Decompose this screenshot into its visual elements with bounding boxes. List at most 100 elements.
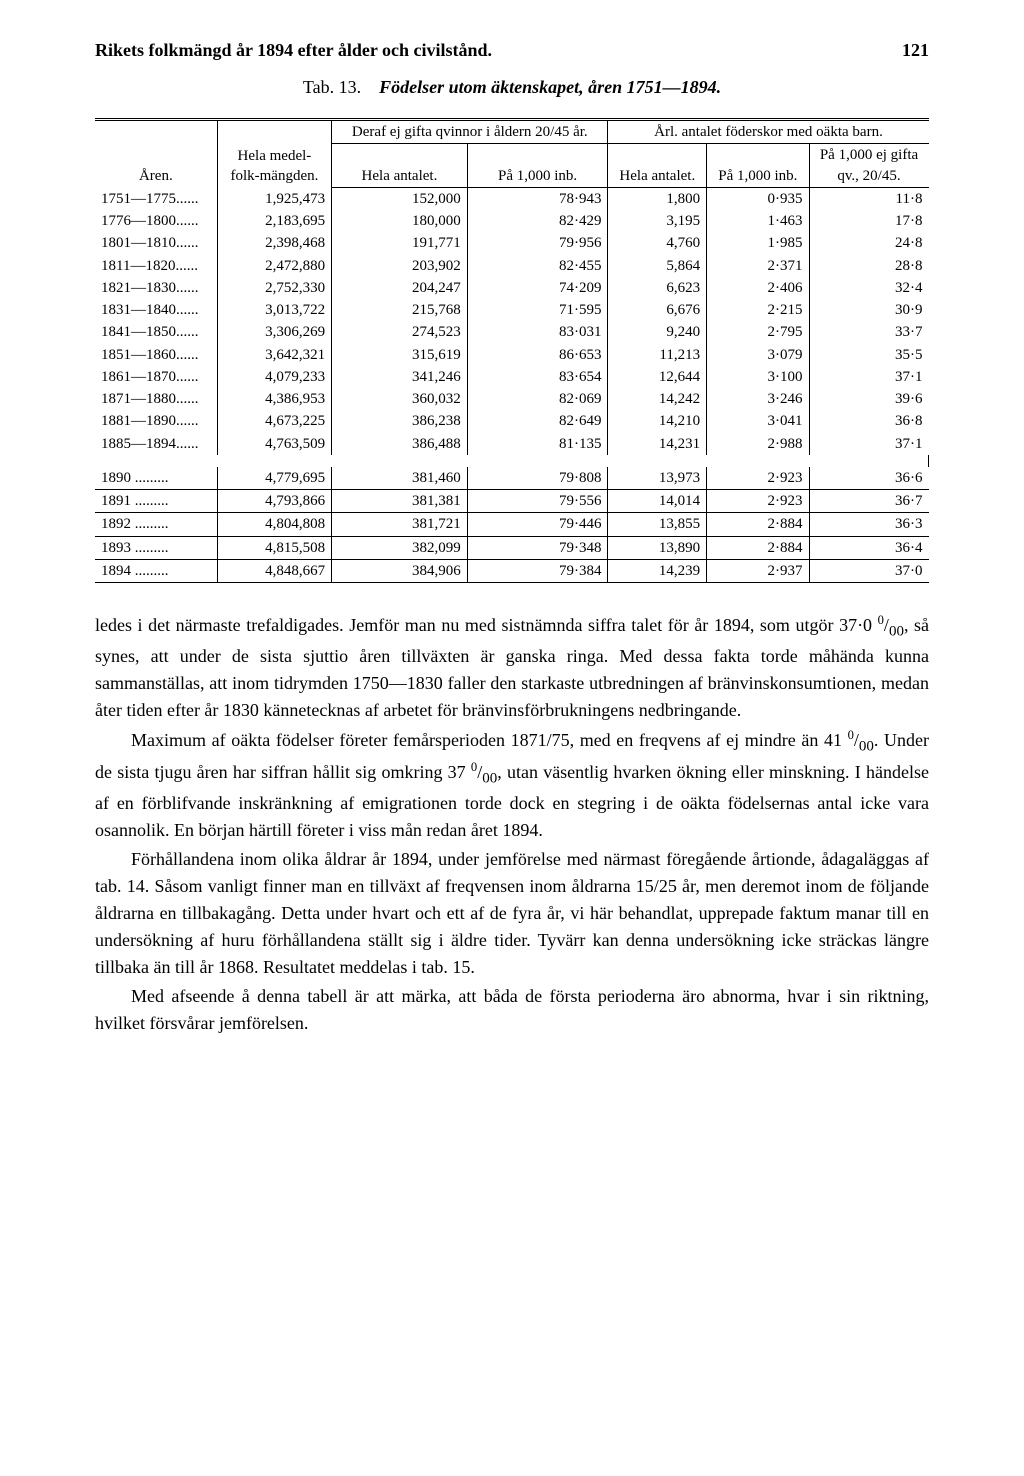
cell-a_pq: 37·1 bbox=[809, 366, 928, 388]
cell-a_pq: 37·0 bbox=[809, 559, 928, 582]
cell-a_ant: 14,231 bbox=[608, 433, 707, 455]
cell-d_p: 86·653 bbox=[467, 344, 608, 366]
cell-a_p: 3·100 bbox=[707, 366, 809, 388]
cell-a_ant: 9,240 bbox=[608, 321, 707, 343]
cell-a_pq: 36·7 bbox=[809, 490, 928, 513]
cell-pop: 4,848,667 bbox=[217, 559, 331, 582]
table-row: 1811—1820......2,472,880203,90282·4555,8… bbox=[95, 255, 929, 277]
col-deraf-group: Deraf ej gifta qvinnor i åldern 20/45 år… bbox=[332, 120, 608, 144]
cell-period: 1831—1840...... bbox=[95, 299, 217, 321]
col-aren: Åren. bbox=[95, 120, 217, 188]
col-arl-p1000: På 1,000 inb. bbox=[707, 144, 809, 188]
table-row: 1885—1894......4,763,509386,48881·13514,… bbox=[95, 433, 929, 455]
cell-a_pq: 36·4 bbox=[809, 536, 928, 559]
cell-period: 1811—1820...... bbox=[95, 255, 217, 277]
cell-a_pq: 36·3 bbox=[809, 513, 928, 536]
cell-pop: 2,398,468 bbox=[217, 232, 331, 254]
cell-a_pq: 37·1 bbox=[809, 433, 928, 455]
cell-d_ant: 191,771 bbox=[332, 232, 468, 254]
cell-pop: 2,752,330 bbox=[217, 277, 331, 299]
cell-a_p: 3·079 bbox=[707, 344, 809, 366]
table-title: Födelser utom äktenskapet, åren 1751—189… bbox=[379, 77, 721, 97]
cell-a_p: 3·041 bbox=[707, 410, 809, 432]
table-row: 1871—1880......4,386,953360,03282·06914,… bbox=[95, 388, 929, 410]
cell-pop: 4,673,225 bbox=[217, 410, 331, 432]
cell-d_ant: 384,906 bbox=[332, 559, 468, 582]
cell-pop: 2,472,880 bbox=[217, 255, 331, 277]
cell-period: 1890 ......... bbox=[95, 467, 217, 490]
cell-d_p: 79·348 bbox=[467, 536, 608, 559]
table-row: 1891 .........4,793,866381,38179·55614,0… bbox=[95, 490, 929, 513]
cell-a_ant: 6,676 bbox=[608, 299, 707, 321]
col-arl-hela: Hela antalet. bbox=[608, 144, 707, 188]
cell-a_ant: 6,623 bbox=[608, 277, 707, 299]
cell-period: 1885—1894...... bbox=[95, 433, 217, 455]
table-number: Tab. 13. bbox=[303, 77, 361, 97]
cell-period: 1861—1870...... bbox=[95, 366, 217, 388]
cell-pop: 4,386,953 bbox=[217, 388, 331, 410]
table-row: 1890 .........4,779,695381,46079·80813,9… bbox=[95, 467, 929, 490]
running-header: Rikets folkmängd år 1894 efter ålder och… bbox=[95, 40, 929, 61]
cell-a_p: 2·923 bbox=[707, 467, 809, 490]
cell-a_pq: 39·6 bbox=[809, 388, 928, 410]
cell-d_ant: 382,099 bbox=[332, 536, 468, 559]
cell-pop: 4,815,508 bbox=[217, 536, 331, 559]
cell-a_ant: 5,864 bbox=[608, 255, 707, 277]
cell-d_p: 83·031 bbox=[467, 321, 608, 343]
cell-pop: 2,183,695 bbox=[217, 210, 331, 232]
cell-d_p: 82·649 bbox=[467, 410, 608, 432]
table-row: 1841—1850......3,306,269274,52383·0319,2… bbox=[95, 321, 929, 343]
cell-d_p: 82·429 bbox=[467, 210, 608, 232]
cell-d_p: 82·455 bbox=[467, 255, 608, 277]
table-row: 1861—1870......4,079,233341,24683·65412,… bbox=[95, 366, 929, 388]
col-deraf-hela: Hela antalet. bbox=[332, 144, 468, 188]
cell-pop: 3,642,321 bbox=[217, 344, 331, 366]
cell-a_pq: 11·8 bbox=[809, 187, 928, 210]
cell-a_p: 2·988 bbox=[707, 433, 809, 455]
cell-period: 1821—1830...... bbox=[95, 277, 217, 299]
body-text: ledes i det närmaste trefaldigades. Jemf… bbox=[95, 611, 929, 1037]
cell-a_ant: 14,014 bbox=[608, 490, 707, 513]
cell-d_p: 78·943 bbox=[467, 187, 608, 210]
table-row: 1851—1860......3,642,321315,61986·65311,… bbox=[95, 344, 929, 366]
cell-a_p: 2·406 bbox=[707, 277, 809, 299]
cell-d_ant: 274,523 bbox=[332, 321, 468, 343]
cell-a_pq: 17·8 bbox=[809, 210, 928, 232]
cell-d_ant: 381,381 bbox=[332, 490, 468, 513]
cell-d_p: 79·384 bbox=[467, 559, 608, 582]
cell-d_p: 82·069 bbox=[467, 388, 608, 410]
table-row: 1893 .........4,815,508382,09979·34813,8… bbox=[95, 536, 929, 559]
cell-a_p: 1·985 bbox=[707, 232, 809, 254]
cell-a_ant: 14,239 bbox=[608, 559, 707, 582]
cell-period: 1892 ......... bbox=[95, 513, 217, 536]
cell-a_pq: 35·5 bbox=[809, 344, 928, 366]
cell-period: 1871—1880...... bbox=[95, 388, 217, 410]
cell-pop: 3,306,269 bbox=[217, 321, 331, 343]
cell-d_ant: 180,000 bbox=[332, 210, 468, 232]
cell-d_ant: 204,247 bbox=[332, 277, 468, 299]
cell-pop: 4,779,695 bbox=[217, 467, 331, 490]
cell-a_p: 0·935 bbox=[707, 187, 809, 210]
cell-d_ant: 203,902 bbox=[332, 255, 468, 277]
cell-pop: 1,925,473 bbox=[217, 187, 331, 210]
cell-a_p: 1·463 bbox=[707, 210, 809, 232]
page-number: 121 bbox=[902, 40, 929, 61]
cell-d_ant: 152,000 bbox=[332, 187, 468, 210]
cell-period: 1841—1850...... bbox=[95, 321, 217, 343]
cell-a_ant: 14,242 bbox=[608, 388, 707, 410]
table-row: 1892 .........4,804,808381,72179·44613,8… bbox=[95, 513, 929, 536]
cell-d_ant: 315,619 bbox=[332, 344, 468, 366]
cell-d_ant: 386,238 bbox=[332, 410, 468, 432]
cell-a_ant: 11,213 bbox=[608, 344, 707, 366]
para-4: Med afseende å denna tabell är att märka… bbox=[95, 983, 929, 1037]
cell-a_pq: 28·8 bbox=[809, 255, 928, 277]
table-row: 1776—1800......2,183,695180,00082·4293,1… bbox=[95, 210, 929, 232]
cell-d_ant: 341,246 bbox=[332, 366, 468, 388]
cell-a_p: 3·246 bbox=[707, 388, 809, 410]
cell-a_ant: 3,195 bbox=[608, 210, 707, 232]
cell-a_pq: 33·7 bbox=[809, 321, 928, 343]
col-deraf-p1000: På 1,000 inb. bbox=[467, 144, 608, 188]
col-pop: Hela medel-folk-mängden. bbox=[217, 120, 331, 188]
para-3: Förhållandena inom olika åldrar år 1894,… bbox=[95, 846, 929, 981]
cell-a_ant: 13,890 bbox=[608, 536, 707, 559]
